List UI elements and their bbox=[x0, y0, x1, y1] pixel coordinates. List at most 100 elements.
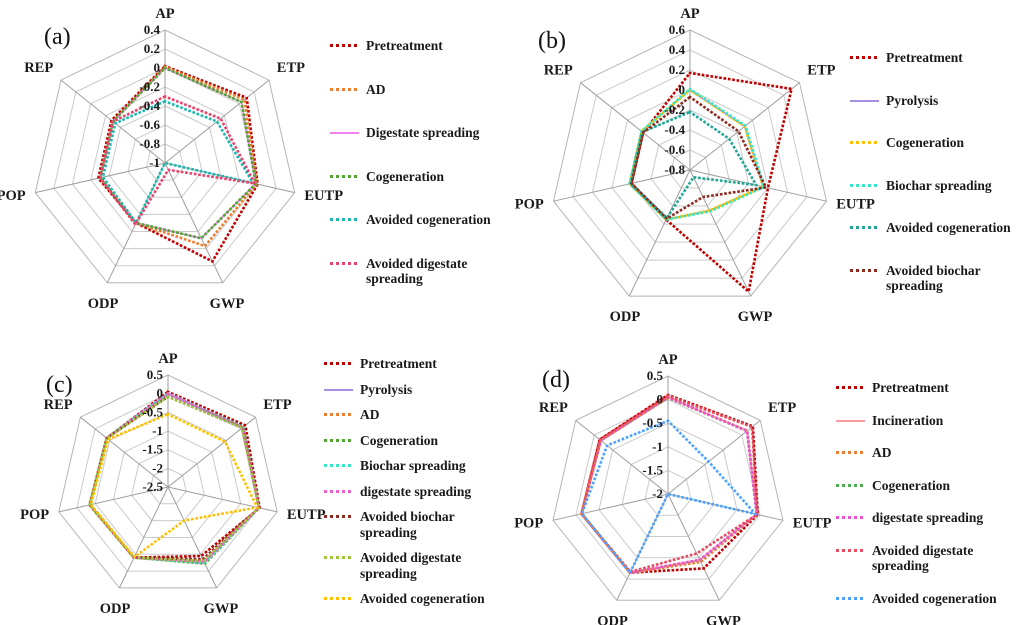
grid-ring bbox=[621, 446, 715, 537]
legend-marker-dotted bbox=[324, 464, 353, 467]
axis-label-gwp: GWP bbox=[738, 309, 773, 325]
legend-marker-dotted bbox=[836, 516, 865, 519]
tick-label: -2 bbox=[152, 460, 163, 475]
tick-label: -2.5 bbox=[142, 479, 163, 494]
legend-label: Cogeneration bbox=[886, 135, 964, 150]
tick-label: -0.8 bbox=[664, 162, 685, 177]
legend-panel-d: Pretreatment Incineration AD Cogeneration di… bbox=[836, 380, 1023, 606]
legend-label: AD bbox=[360, 407, 380, 422]
tick-label: 0.5 bbox=[147, 367, 164, 382]
tick-label: -0.4 bbox=[139, 98, 160, 113]
axis-label-pop: POP bbox=[515, 196, 544, 212]
axis-label-etp: ETP bbox=[263, 397, 291, 413]
legend-marker-solid bbox=[324, 388, 353, 391]
legend-marker-dotted bbox=[836, 386, 865, 389]
grid-ring bbox=[34, 29, 296, 284]
legend-marker-dotted bbox=[324, 413, 353, 416]
grid-ring bbox=[58, 374, 278, 589]
legend-panel-c: Pretreatment Pyrolysis AD Cogeneration Bioch… bbox=[324, 356, 512, 607]
grid-ring bbox=[591, 69, 789, 261]
legend-label: AD bbox=[366, 81, 386, 97]
grid-ring bbox=[669, 149, 711, 189]
grid-ring bbox=[76, 393, 260, 572]
grid-spoke bbox=[689, 169, 752, 297]
legend-label: Pyrolysis bbox=[886, 92, 939, 108]
series-avoided-cogeneration bbox=[580, 419, 760, 576]
axis-label-ap: AP bbox=[658, 352, 677, 368]
legend-marker-dotted bbox=[850, 268, 879, 272]
grid-spoke bbox=[580, 82, 691, 171]
grid-ring bbox=[94, 411, 242, 555]
legend-marker-dotted bbox=[330, 261, 359, 265]
legend-marker-solid bbox=[850, 99, 879, 102]
legend-marker-dotted bbox=[836, 451, 865, 454]
legend-item-biochar-spreading: Biochar spreading bbox=[850, 178, 1023, 194]
legend-item-ad: AD bbox=[324, 407, 512, 423]
legend-item-cogeneration: Cogeneration bbox=[330, 169, 518, 185]
axis-label-eutp: EUTP bbox=[793, 516, 832, 532]
legend-item-digestate-spreading: digestate spreading bbox=[836, 510, 1023, 526]
grid-ring bbox=[149, 467, 187, 505]
legend-item-avoided-cogeneration: Avoided cogeneration bbox=[850, 220, 1023, 236]
legend-label: Avoided cogeneration bbox=[886, 220, 1011, 235]
legend-label: Avoided biochar spreading bbox=[360, 509, 455, 540]
legend-item-avoided-cogeneration: Avoided cogeneration bbox=[330, 212, 518, 228]
legend-item-pyrolysis: Pyrolysis bbox=[850, 93, 1023, 109]
legend-label: Pretreatment bbox=[872, 380, 949, 395]
grid-spoke bbox=[575, 420, 669, 495]
tick-label: -1 bbox=[149, 155, 160, 170]
series-avoided-biochar-spreading bbox=[630, 95, 768, 221]
legend-item-biochar-spreading: Biochar spreading bbox=[324, 458, 512, 474]
grid-spoke bbox=[118, 486, 169, 589]
radar-chart--d-: 0.5 0 -0.5 -1 -1.5 -2 AP ETP EUTP GWP ODP POP REP bbox=[514, 352, 831, 625]
legend-panel-b: Pretreatment Pyrolysis Cogeneration Biochar… bbox=[850, 50, 1023, 294]
axis-label-odp: ODP bbox=[88, 296, 119, 312]
legend-label: Biochar spreading bbox=[360, 458, 466, 473]
tick-label: -0.4 bbox=[664, 122, 685, 137]
axis-label-odp: ODP bbox=[100, 601, 131, 617]
tick-label: -0.5 bbox=[142, 404, 163, 419]
legend-label: Cogeneration bbox=[872, 477, 950, 493]
tick-label: 0.4 bbox=[669, 42, 686, 57]
tick-label: -1.5 bbox=[142, 442, 163, 457]
legend-label: Incineration bbox=[872, 412, 944, 428]
legend-marker-dotted bbox=[836, 548, 865, 552]
legend-marker-dotted bbox=[836, 596, 865, 600]
grid-ring bbox=[572, 49, 808, 279]
tick-label: 0 bbox=[157, 386, 164, 401]
legend-label: digestate spreading bbox=[360, 483, 472, 499]
axis-label-ap: AP bbox=[155, 6, 174, 22]
legend-marker-solid bbox=[836, 419, 865, 422]
grid-ring bbox=[552, 29, 828, 297]
legend-item-avoided-cogeneration: Avoided cogeneration bbox=[324, 591, 512, 607]
legend-marker-dotted bbox=[330, 174, 359, 178]
tick-label: -0.2 bbox=[139, 79, 160, 94]
legend-label: Pretreatment bbox=[366, 38, 443, 53]
axis-label-etp: ETP bbox=[807, 63, 835, 79]
legend-item-cogeneration: Cogeneration bbox=[850, 135, 1023, 151]
legend-label: Cogeneration bbox=[366, 168, 444, 184]
legend-label: Avoided digestate spreading bbox=[872, 542, 974, 574]
legend-label: Pretreatment bbox=[360, 356, 437, 371]
axis-label-gwp: GWP bbox=[204, 601, 239, 617]
axis-label-gwp: GWP bbox=[210, 296, 245, 312]
radar-chart--c-: 0.5 0 -0.5 -1 -1.5 -2 -2.5 AP ETP EUTP GWP ODP POP RE… bbox=[20, 351, 326, 617]
grid-spoke bbox=[552, 493, 669, 521]
panel-label-a: (a) bbox=[44, 24, 71, 50]
legend-marker-dotted bbox=[330, 44, 359, 47]
grid-spoke bbox=[667, 493, 720, 601]
grid-ring bbox=[145, 143, 185, 181]
tick-label: -1 bbox=[152, 423, 163, 438]
legend-label: Pretreatment bbox=[886, 50, 963, 65]
axis-label-ap: AP bbox=[680, 6, 699, 22]
legend-marker-dotted bbox=[850, 56, 879, 59]
axis-label-rep: REP bbox=[539, 400, 568, 416]
legend-label: Avoided biochar spreading bbox=[886, 262, 981, 294]
tick-label: -0.2 bbox=[664, 102, 685, 117]
grid-ring bbox=[108, 105, 222, 215]
grid-spoke bbox=[80, 416, 169, 488]
legend-label: Avoided digestate spreading bbox=[366, 255, 468, 287]
axis-label-pop: POP bbox=[514, 516, 543, 532]
axis-label-rep: REP bbox=[44, 397, 73, 413]
